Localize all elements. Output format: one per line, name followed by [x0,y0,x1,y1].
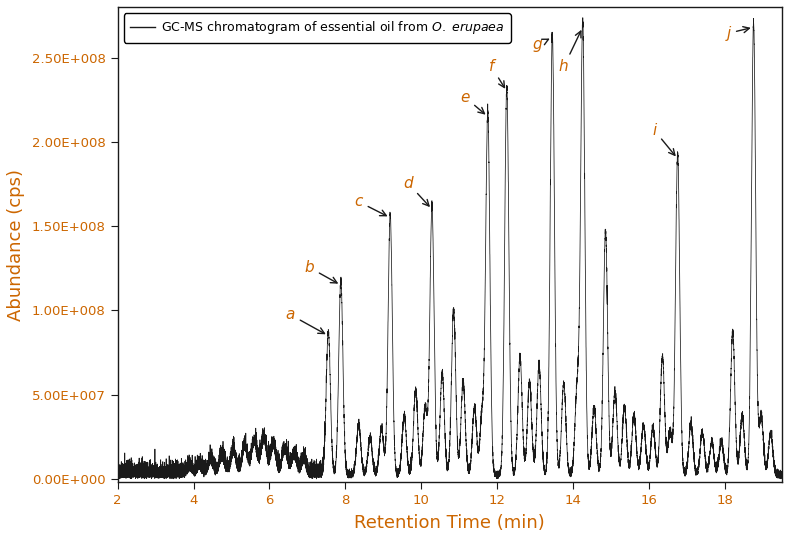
Text: e: e [460,89,484,114]
Legend: GC-MS chromatogram of essential oil from $\it{O.\ erupaea}$: GC-MS chromatogram of essential oil from… [124,13,511,43]
Text: g: g [533,37,548,52]
Text: i: i [653,123,675,155]
X-axis label: Retention Time (min): Retention Time (min) [354,514,545,532]
Y-axis label: Abundance (cps): Abundance (cps) [7,169,25,321]
Text: d: d [403,176,429,206]
Text: a: a [286,307,324,334]
Text: h: h [559,31,581,74]
Text: b: b [305,260,337,283]
Text: f: f [489,59,504,87]
Text: j: j [727,26,750,40]
Text: c: c [354,194,387,216]
